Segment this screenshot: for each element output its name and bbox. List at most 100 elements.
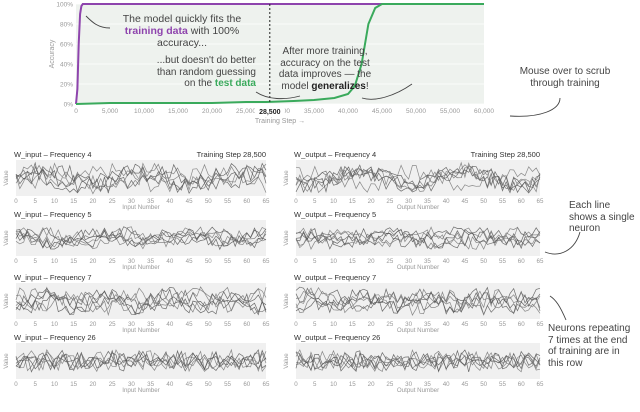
panel-x-tick-label: 55: [499, 198, 506, 205]
neuron-line[interactable]: [15, 227, 267, 250]
panel-x-tick-label: 60: [243, 381, 250, 388]
plot-area[interactable]: [76, 4, 484, 104]
panel-x-tick-label: 60: [243, 198, 250, 205]
neuron-line[interactable]: [15, 348, 267, 372]
neuron-line[interactable]: [295, 164, 541, 194]
panel-plot-area[interactable]: [296, 343, 540, 379]
neuron-line[interactable]: [295, 226, 541, 250]
panel-x-tick-label: 25: [386, 381, 393, 388]
neuron-line[interactable]: [15, 162, 267, 192]
panel-x-tick-label: 65: [263, 381, 270, 388]
arrow-mouse: [509, 97, 561, 117]
panel-x-tick-label: 20: [89, 381, 96, 388]
neuron-line[interactable]: [15, 349, 267, 373]
neuron-line[interactable]: [295, 287, 541, 316]
panel-w-output-freq-4[interactable]: W_output – Frequency 4 Training Step 28,5…: [283, 150, 544, 211]
annotation-arrows: [85, 15, 581, 321]
panel-w-input-freq-7[interactable]: W_input – Frequency 7 0 5 10 15 20 25 30 35 40 45 5…: [3, 273, 270, 334]
panel-x-tick-label: 10: [51, 258, 58, 265]
neuron-line[interactable]: [295, 349, 541, 373]
panel-title: W_input – Frequency 7: [14, 273, 92, 282]
neuron-line[interactable]: [15, 226, 267, 249]
neuron-line[interactable]: [15, 287, 267, 316]
x-tick-label: 45,000: [372, 108, 392, 115]
x-tick-label: 5,000: [102, 108, 119, 115]
arrow-each-line: [544, 231, 581, 255]
panel-x-axis-label: Output Number: [397, 264, 439, 271]
neuron-line[interactable]: [15, 286, 267, 315]
neuron-line[interactable]: [15, 163, 267, 195]
panel-x-tick-label: 35: [424, 381, 431, 388]
panel-x-tick-label: 0: [294, 321, 298, 328]
neuron-line[interactable]: [295, 286, 541, 316]
panel-x-tick-label: 50: [480, 321, 487, 328]
panel-x-tick-label: 30: [128, 258, 135, 265]
neuron-line[interactable]: [295, 165, 541, 194]
x-tick-label: 35,000: [304, 108, 324, 115]
neuron-line[interactable]: [15, 226, 267, 250]
panel-x-tick-label: 25: [109, 381, 116, 388]
panel-x-tick-label: 0: [14, 198, 18, 205]
panel-plot-area[interactable]: [16, 220, 266, 256]
neuron-panels[interactable]: W_input – Frequency 4 Training Step 28,50…: [3, 150, 544, 394]
panel-w-input-freq-4[interactable]: W_input – Frequency 4 Training Step 28,50…: [3, 150, 270, 211]
panel-plot-area[interactable]: [16, 283, 266, 319]
panel-x-axis-label: Input Number: [122, 387, 160, 394]
panel-x-tick-label: 55: [224, 381, 231, 388]
neuron-line[interactable]: [295, 226, 541, 250]
annotation-generalize: After more training, accuracy on the tes…: [270, 46, 380, 92]
neuron-line[interactable]: [295, 349, 541, 372]
panel-x-tick-label: 0: [294, 198, 298, 205]
neuron-line[interactable]: [15, 288, 267, 316]
panel-x-tick-label: 25: [386, 198, 393, 205]
annotation-test-pre: ...but doesn't do better than random gue…: [156, 55, 256, 89]
panel-x-tick-label: 20: [368, 198, 375, 205]
panel-x-tick-label: 25: [386, 321, 393, 328]
panel-x-tick-label: 25: [109, 198, 116, 205]
panel-x-tick-label: 65: [537, 198, 544, 205]
panel-title: W_input – Frequency 5: [14, 210, 92, 219]
neuron-line[interactable]: [295, 351, 541, 373]
panel-w-input-freq-26[interactable]: W_input – Frequency 26 0 5 10 15 20 25 30 35 40 45…: [3, 333, 270, 394]
panel-x-tick-label: 45: [461, 198, 468, 205]
neuron-line[interactable]: [295, 349, 541, 371]
panel-x-axis-label: Output Number: [397, 327, 439, 334]
panel-x-axis-label: Input Number: [122, 327, 160, 334]
neuron-line[interactable]: [15, 349, 267, 372]
neuron-line[interactable]: [295, 227, 541, 249]
panel-x-tick-label: 55: [224, 258, 231, 265]
arrow-training: [85, 15, 111, 29]
neuron-line[interactable]: [15, 162, 267, 195]
neuron-line[interactable]: [295, 290, 541, 316]
annotation-repeating-text: Neurons repeating 7 times at the end of …: [548, 323, 631, 369]
panel-plot-area[interactable]: [16, 343, 266, 379]
annotation-test: ...but doesn't do better than random gue…: [156, 55, 256, 90]
neuron-line[interactable]: [15, 350, 267, 372]
neuron-line[interactable]: [15, 162, 267, 193]
panel-w-input-freq-5[interactable]: W_input – Frequency 5 0 5 10 15 20 25 30 35 40 45 5…: [3, 210, 270, 271]
neuron-line[interactable]: [295, 286, 541, 314]
panel-x-tick-label: 60: [243, 258, 250, 265]
panel-x-tick-label: 15: [349, 321, 356, 328]
panel-x-tick-label: 35: [147, 258, 154, 265]
neuron-line[interactable]: [15, 350, 267, 373]
neuron-line[interactable]: [295, 227, 541, 250]
panel-x-tick-label: 35: [147, 321, 154, 328]
panel-x-tick-label: 50: [205, 198, 212, 205]
neuron-line[interactable]: [295, 165, 541, 194]
panel-y-axis-label: Value: [3, 170, 10, 186]
panel-w-output-freq-7[interactable]: W_output – Frequency 7 0 5 10 15 20 25 30 35 40 45…: [283, 273, 544, 334]
x-tick-label: 60,000: [474, 108, 494, 115]
annotation-mouse: Mouse over to scrub through training: [519, 66, 611, 89]
panel-x-tick-label: 15: [349, 258, 356, 265]
series-line-test-data[interactable]: [75, 3, 484, 105]
panel-x-tick-label: 5: [313, 198, 317, 205]
panel-y-axis-label: Value: [3, 353, 10, 369]
panel-x-tick-label: 10: [51, 321, 58, 328]
panel-w-output-freq-5[interactable]: W_output – Frequency 5 0 5 10 15 20 25 30 35 40 45…: [283, 210, 544, 271]
series-line-training-data[interactable]: [75, 3, 484, 105]
panel-w-output-freq-26[interactable]: W_output – Frequency 26 0 5 10 15 20 25 30 35 40 4…: [283, 333, 544, 394]
accuracy-chart[interactable]: 0% 20% 40% 60% 80% 100% 0 5,000 10,000 15,000 20,0…: [49, 2, 494, 126]
panel-y-axis-label: Value: [3, 230, 10, 246]
